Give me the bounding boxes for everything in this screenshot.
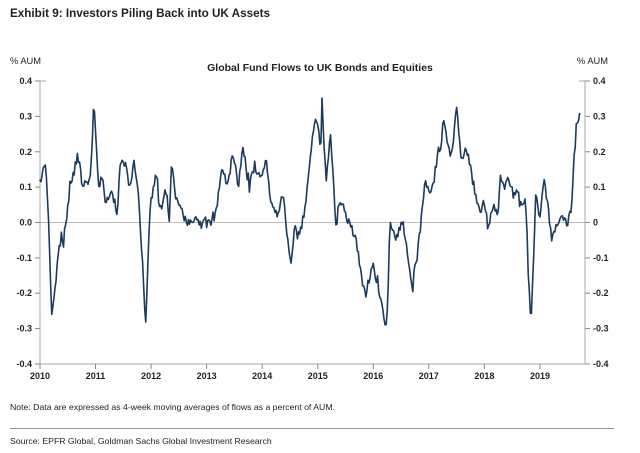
svg-text:2018: 2018 [474, 371, 494, 381]
svg-text:2011: 2011 [86, 371, 106, 381]
svg-text:2014: 2014 [252, 371, 272, 381]
svg-text:-0.3: -0.3 [593, 324, 609, 334]
svg-text:2013: 2013 [197, 371, 217, 381]
svg-text:2016: 2016 [363, 371, 383, 381]
svg-text:0.1: 0.1 [19, 182, 32, 192]
svg-text:0.4: 0.4 [19, 76, 32, 86]
svg-text:-0.2: -0.2 [16, 288, 32, 298]
svg-text:2012: 2012 [141, 371, 161, 381]
svg-text:-0.1: -0.1 [593, 253, 609, 263]
svg-text:2017: 2017 [419, 371, 439, 381]
svg-text:0.3: 0.3 [593, 111, 606, 121]
svg-text:-0.4: -0.4 [16, 359, 32, 369]
svg-text:0.2: 0.2 [593, 147, 606, 157]
svg-text:0.1: 0.1 [593, 182, 606, 192]
svg-text:0: 0 [593, 218, 598, 228]
svg-text:-0.1: -0.1 [16, 253, 32, 263]
svg-text:0.3: 0.3 [19, 111, 32, 121]
svg-text:-0.4: -0.4 [593, 359, 609, 369]
svg-text:-0.3: -0.3 [16, 324, 32, 334]
svg-text:-0.2: -0.2 [593, 288, 609, 298]
svg-text:2019: 2019 [530, 371, 550, 381]
svg-text:0.2: 0.2 [19, 147, 32, 157]
svg-text:2010: 2010 [30, 371, 50, 381]
svg-text:2015: 2015 [308, 371, 328, 381]
svg-text:0.4: 0.4 [593, 76, 606, 86]
svg-text:0.0: 0.0 [19, 218, 32, 228]
